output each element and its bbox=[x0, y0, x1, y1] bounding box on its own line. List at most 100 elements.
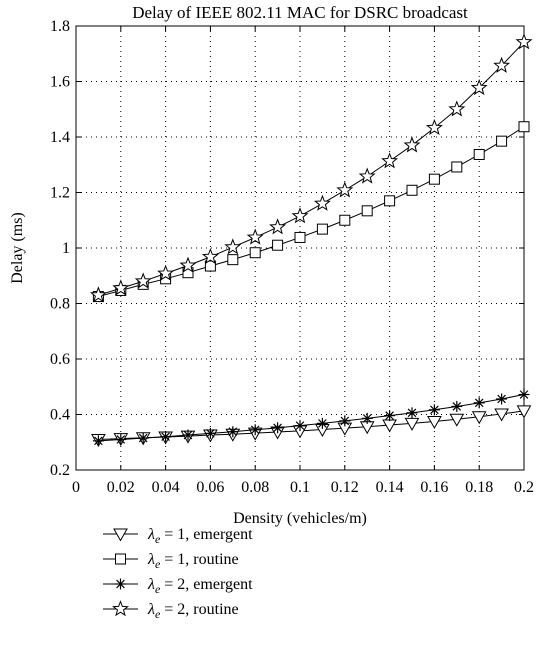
asterisk-stroke bbox=[340, 416, 350, 426]
series-3-point bbox=[115, 433, 127, 445]
series-4-point bbox=[381, 152, 399, 169]
series-4-point bbox=[336, 181, 354, 198]
series-layer bbox=[89, 33, 533, 447]
asterisk-stroke bbox=[430, 405, 439, 415]
series-3-point bbox=[204, 427, 216, 439]
x-tick-label: 0.02 bbox=[107, 479, 135, 496]
legend-text: = 1, routine bbox=[160, 551, 238, 568]
series-3-point bbox=[473, 397, 485, 409]
series-2-point bbox=[316, 223, 328, 235]
series-4-point bbox=[246, 228, 264, 245]
series-4-point bbox=[112, 279, 130, 296]
axis-ticks: 0 0.02 0.04 0.06 0.08 0.1 0.12 0.14 0.16 0.18 0.2 0… bbox=[50, 18, 534, 496]
series-3-point bbox=[294, 420, 306, 432]
y-tick-label: 1.4 bbox=[50, 129, 70, 146]
x-tick-label: 0.06 bbox=[196, 479, 224, 496]
asterisk-stroke bbox=[452, 402, 462, 411]
x-tick-label: 0.12 bbox=[331, 479, 359, 496]
legend-text: = 2, routine bbox=[160, 601, 238, 618]
y-tick-label: 0.8 bbox=[50, 296, 70, 313]
series-4-point bbox=[358, 167, 376, 184]
series-4-point bbox=[157, 264, 175, 281]
chart-title: Delay of IEEE 802.11 MAC for DSRC broadc… bbox=[132, 3, 468, 22]
legend-text: = 1, emergent bbox=[160, 526, 253, 543]
series-2-point bbox=[272, 239, 284, 251]
legend-lambda: λ bbox=[147, 576, 155, 593]
asterisk-stroke bbox=[206, 429, 215, 438]
x-tick-label: 0.18 bbox=[465, 479, 493, 496]
series-2-point bbox=[406, 184, 418, 196]
x-tick-label: 0.2 bbox=[514, 479, 534, 496]
series-3-point bbox=[249, 424, 261, 436]
asterisk-stroke bbox=[183, 430, 193, 440]
series-3-point bbox=[137, 432, 149, 444]
series-2-point bbox=[451, 161, 463, 173]
legend-marker bbox=[115, 578, 126, 590]
y-axis-label: Delay (ms) bbox=[9, 212, 26, 284]
series-3-point bbox=[92, 435, 104, 447]
series-3-point bbox=[316, 417, 328, 429]
series-4-point bbox=[515, 33, 533, 50]
series-2-point bbox=[294, 231, 306, 243]
series-4-point bbox=[269, 218, 287, 235]
series-3-point bbox=[339, 415, 351, 427]
asterisk-stroke bbox=[94, 436, 103, 446]
series-3-point bbox=[227, 426, 239, 438]
legend-entry-3: λe = 2, emergent bbox=[103, 576, 253, 596]
x-tick-label: 0.14 bbox=[376, 479, 404, 496]
asterisk-stroke bbox=[250, 425, 260, 435]
y-tick-label: 0.6 bbox=[50, 351, 70, 368]
legend-subscript: e bbox=[155, 582, 161, 596]
asterisk-stroke bbox=[385, 411, 394, 420]
series-4-point bbox=[134, 272, 152, 289]
series-4-point bbox=[179, 256, 197, 273]
series-2-point bbox=[473, 148, 485, 160]
legend-entry-4: λe = 2, routine bbox=[103, 600, 239, 621]
legend-label: λe = 2, routine bbox=[147, 601, 239, 621]
asterisk-stroke bbox=[318, 419, 327, 428]
x-tick-label: 0.16 bbox=[420, 479, 448, 496]
series-3-point bbox=[428, 404, 440, 416]
asterisk-stroke bbox=[474, 398, 484, 408]
legend-subscript: e bbox=[155, 607, 161, 621]
grid-lines bbox=[76, 26, 524, 470]
series-3-point bbox=[384, 410, 396, 422]
series-2-point bbox=[428, 173, 440, 185]
legend-label: λe = 1, emergent bbox=[147, 526, 253, 546]
series-4-point bbox=[201, 247, 219, 265]
y-tick-label: 1.8 bbox=[50, 18, 70, 35]
series-4-point bbox=[493, 56, 511, 73]
series-3-point bbox=[272, 422, 284, 434]
series-2-point bbox=[339, 214, 351, 226]
series-4-point bbox=[89, 286, 107, 303]
series-2-point bbox=[518, 121, 530, 133]
y-tick-label: 0.2 bbox=[50, 462, 70, 479]
legend-entry-1: λe = 1, emergent bbox=[103, 526, 253, 546]
series-4-point bbox=[448, 100, 466, 117]
series-4-point bbox=[470, 78, 488, 96]
y-tick-label: 0.4 bbox=[50, 407, 70, 424]
series-3-point bbox=[518, 389, 530, 401]
series-3 bbox=[92, 389, 530, 447]
asterisk-stroke bbox=[273, 423, 282, 433]
series-4-point bbox=[224, 238, 242, 255]
series-3-point bbox=[361, 412, 373, 424]
asterisk-stroke bbox=[161, 432, 170, 442]
series-2-point bbox=[384, 195, 396, 207]
asterisk-stroke bbox=[407, 408, 417, 418]
series-2-point bbox=[361, 205, 373, 217]
asterisk-stroke bbox=[116, 579, 125, 589]
series-4 bbox=[89, 33, 533, 303]
legend-marker bbox=[113, 528, 128, 542]
y-tick-label: 1 bbox=[62, 240, 70, 257]
series-1-point bbox=[404, 417, 420, 431]
legend-entry-2: λe = 1, routine bbox=[103, 551, 239, 571]
series-3-point bbox=[406, 407, 418, 419]
legend-label: λe = 2, emergent bbox=[147, 576, 253, 596]
legend-lambda: λ bbox=[147, 551, 155, 568]
asterisk-stroke bbox=[362, 414, 372, 423]
x-tick-label: 0.04 bbox=[152, 479, 180, 496]
x-tick-label: 0.08 bbox=[241, 479, 269, 496]
series-3-point bbox=[451, 400, 463, 412]
